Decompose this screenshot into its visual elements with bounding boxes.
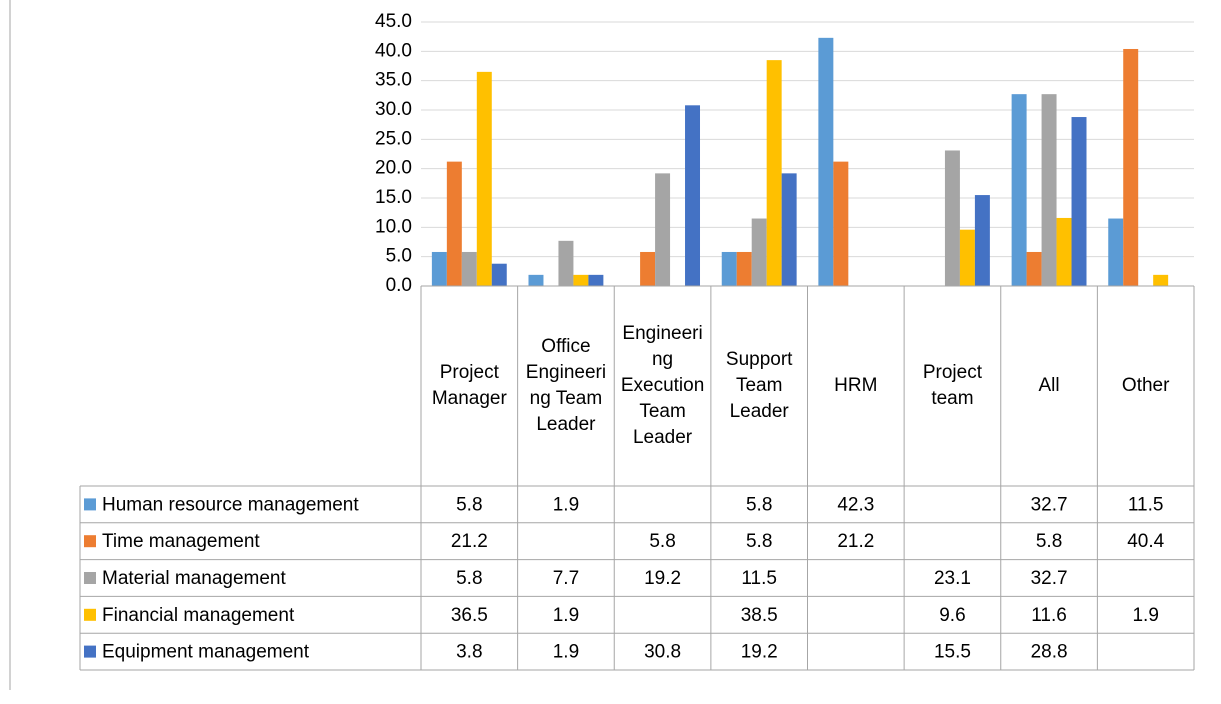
bar (558, 240, 574, 286)
category-label: Project team (922, 362, 982, 409)
y-tick-label: 30.0 (375, 99, 412, 120)
table-value: 5.8 (746, 494, 772, 515)
bar (1153, 274, 1169, 286)
y-tick-label: 40.0 (375, 40, 412, 61)
bar (818, 37, 834, 287)
legend-swatch (84, 535, 96, 548)
y-tick-label: 35.0 (375, 70, 412, 91)
table-value: 3.8 (456, 642, 482, 663)
table-value: 36.5 (451, 605, 488, 626)
table-value: 11.6 (1031, 605, 1067, 626)
y-tick-label: 10.0 (375, 216, 412, 237)
table-value: 28.8 (1031, 642, 1068, 663)
legend-swatch (84, 645, 96, 658)
table-value: 21.2 (837, 531, 874, 552)
y-tick-label: 5.0 (386, 246, 412, 267)
bar (685, 105, 701, 286)
legend-swatch (84, 572, 96, 584)
table-value: 40.4 (1127, 531, 1164, 552)
table-value: 7.7 (553, 568, 579, 589)
category-label: Support Team Leader (725, 349, 793, 422)
table-value: 38.5 (741, 605, 778, 626)
legend-label: Human resource management (102, 494, 359, 515)
category-label: Engineering Execution Team Leader (620, 323, 705, 448)
bar (1071, 117, 1087, 286)
y-tick-label: 0.0 (386, 275, 412, 296)
bar (1056, 217, 1072, 286)
bar (721, 251, 737, 286)
table-value: 32.7 (1031, 494, 1068, 515)
bar (588, 274, 604, 286)
bar (974, 195, 990, 286)
category-label: Project Manager (431, 362, 507, 409)
bar (1041, 94, 1057, 286)
table-value: 5.8 (649, 531, 675, 552)
legend-label: Equipment management (102, 642, 310, 663)
table-value: 42.3 (837, 494, 874, 515)
category-label: HRM (834, 375, 878, 396)
bar (736, 251, 752, 286)
table-value: 19.2 (644, 568, 681, 589)
y-tick-label: 25.0 (375, 128, 412, 149)
table-value: 1.9 (553, 642, 579, 663)
bar (476, 71, 492, 286)
table-value: 1.9 (553, 494, 579, 515)
bar (1026, 251, 1042, 286)
bar (833, 161, 849, 286)
table-value: 5.8 (456, 494, 482, 515)
table-value: 5.8 (1036, 531, 1062, 552)
bar (944, 150, 960, 286)
table-value: 11.5 (1128, 494, 1164, 515)
bar (959, 229, 975, 286)
legend-swatch (84, 498, 96, 511)
bar (766, 60, 782, 287)
table-value: 23.1 (934, 568, 971, 589)
legend-swatch (84, 608, 96, 621)
bar (655, 173, 671, 286)
legend-label: Financial management (102, 605, 295, 626)
y-tick-label: 20.0 (375, 158, 412, 179)
bar (573, 274, 589, 286)
category-label: Office Engineering Team Leader (525, 336, 607, 435)
bar (491, 263, 507, 286)
y-tick-label: 45.0 (375, 11, 412, 32)
legend-label: Material management (102, 568, 286, 589)
table-value: 5.8 (746, 531, 772, 552)
bar (751, 218, 767, 286)
bar (528, 274, 544, 286)
table-value: 15.5 (934, 642, 971, 663)
bar (781, 173, 797, 286)
table-value: 30.8 (644, 642, 681, 663)
category-label: Other (1121, 375, 1170, 396)
table-value: 32.7 (1031, 568, 1068, 589)
category-label: All (1038, 375, 1060, 396)
table-value: 5.8 (456, 568, 482, 589)
bar (1123, 48, 1139, 287)
bar (446, 161, 462, 286)
bar (1108, 218, 1124, 286)
bar (431, 251, 447, 286)
table-value: 1.9 (553, 605, 579, 626)
bar (1011, 94, 1027, 286)
table-value: 9.6 (939, 605, 965, 626)
y-tick-label: 15.0 (375, 187, 412, 208)
table-value: 21.2 (451, 531, 488, 552)
bar (640, 251, 656, 286)
table-value: 1.9 (1132, 605, 1158, 626)
table-value: 19.2 (741, 642, 778, 663)
bar (461, 251, 477, 286)
table-value: 11.5 (741, 568, 777, 589)
legend-label: Time management (102, 531, 260, 552)
